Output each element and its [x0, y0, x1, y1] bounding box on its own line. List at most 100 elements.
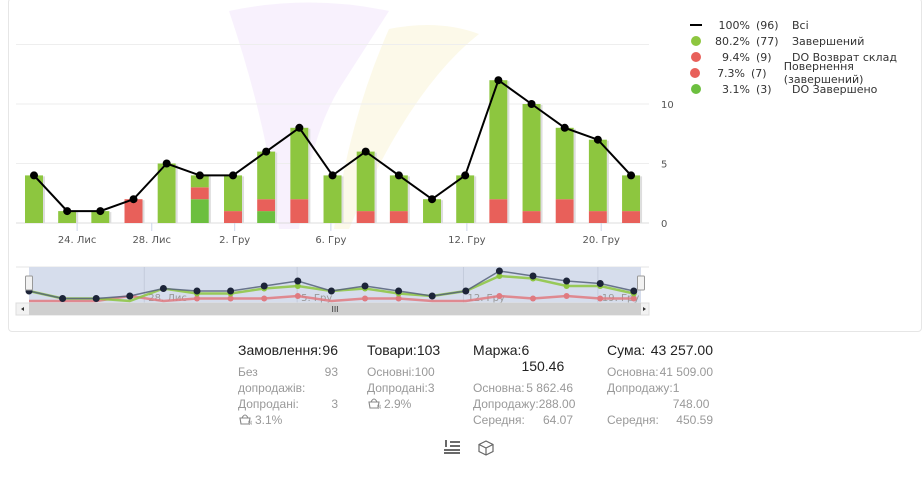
stats-row: Без допродажів: 93 — [238, 364, 338, 396]
legend-item[interactable]: 3.1% (3) DO Завершено — [690, 81, 923, 97]
bar-segment[interactable] — [157, 163, 176, 224]
legend-count: (7) — [751, 66, 767, 80]
bar-shadow — [640, 176, 643, 223]
sales-chart: 0 5 10 24. Лис 28. Лис 2. Гру 6. Гру 12. Гру 20.… — [15, 2, 674, 316]
bar-segment[interactable] — [522, 104, 541, 212]
bar-shadow — [573, 128, 576, 223]
stats-row: Допродажу: 288.00 — [473, 396, 576, 412]
bar-segment[interactable] — [423, 199, 442, 223]
bar-segment[interactable] — [588, 139, 607, 212]
total-point[interactable] — [593, 135, 602, 144]
bar-segment[interactable] — [91, 211, 110, 223]
bar-shadow — [142, 200, 145, 223]
stats-header: Замовлення: 96 — [238, 342, 338, 358]
total-point[interactable] — [30, 171, 38, 180]
bar-segment[interactable] — [257, 211, 276, 223]
total-point[interactable] — [162, 159, 171, 168]
total-point[interactable] — [262, 147, 271, 156]
legend-label: DO Завершено — [792, 82, 878, 96]
legend-count: (96) — [756, 18, 779, 32]
scrollbar-thumb[interactable] — [29, 303, 641, 315]
bar-segment[interactable] — [389, 175, 408, 212]
stats-row-label: Середня: — [607, 413, 659, 427]
total-point[interactable] — [527, 100, 536, 108]
stats-row-value: 93 — [324, 365, 338, 379]
bar-shadow — [474, 176, 477, 223]
navigator-point — [530, 295, 536, 302]
stats-row: Допродані: 3 — [238, 396, 338, 412]
bar-segment[interactable] — [356, 211, 375, 223]
bar-shadow — [374, 152, 377, 223]
navigator-handle[interactable] — [25, 275, 33, 291]
bar-segment[interactable] — [290, 199, 309, 223]
stats-row-label: Основна: — [473, 381, 525, 395]
list-sort-icon[interactable] — [444, 440, 460, 461]
bar-segment[interactable] — [489, 199, 508, 223]
total-point[interactable] — [560, 123, 569, 132]
total-point[interactable] — [428, 195, 437, 204]
bar-segment[interactable] — [190, 199, 209, 223]
bar-segment[interactable] — [25, 175, 43, 223]
scroll-left-arrow[interactable] — [21, 307, 24, 311]
legend-item[interactable]: 100% (96) Всі — [690, 17, 923, 33]
legend-item[interactable]: 7.3% (7) Повернення (завершений) — [690, 60, 923, 86]
total-point[interactable] — [96, 207, 105, 216]
basket-percent-icon: % — [238, 412, 254, 429]
bar-shadow — [341, 176, 344, 223]
chart-card: 0 5 10 24. Лис 28. Лис 2. Гру 6. Гру 12. Гру 20.… — [8, 0, 922, 332]
navigator-point — [126, 292, 134, 300]
total-point[interactable] — [295, 123, 304, 132]
navigator-point — [193, 287, 201, 295]
bar-segment[interactable] — [124, 199, 143, 223]
bar-segment[interactable] — [257, 151, 276, 200]
navigator-point — [563, 283, 570, 289]
total-point[interactable] — [361, 147, 370, 156]
navigator-handle[interactable] — [637, 275, 645, 291]
stats-row-value: 288.00 — [538, 397, 576, 411]
bar-segment[interactable] — [522, 211, 541, 223]
total-point[interactable] — [461, 171, 470, 180]
bar-segment[interactable] — [622, 211, 641, 223]
navigator-point — [260, 282, 268, 290]
total-point[interactable] — [195, 171, 204, 180]
bar-segment[interactable] — [290, 127, 309, 200]
bar-segment[interactable] — [622, 175, 641, 212]
stats-row-value: 450.59 — [676, 413, 713, 427]
bar-segment[interactable] — [356, 151, 375, 212]
stats-row-label: Допродажу: — [473, 397, 539, 411]
stats-row: Основна: 41 509.00 — [607, 364, 713, 380]
y-tick-label: 10 — [661, 100, 674, 111]
legend-count: (77) — [756, 34, 779, 48]
total-point[interactable] — [394, 171, 403, 180]
bar-shadow — [540, 105, 543, 223]
total-point[interactable] — [63, 207, 72, 216]
bar-segment[interactable] — [588, 211, 607, 223]
total-point[interactable] — [129, 195, 138, 204]
navigator-point — [59, 295, 67, 302]
stats-row-value: 41 509.00 — [659, 365, 713, 379]
navigator-point — [563, 293, 570, 299]
scroll-right-arrow[interactable] — [643, 307, 646, 311]
total-point[interactable] — [229, 171, 238, 180]
legend-item[interactable]: 9.4% (9) DO Возврат склад — [690, 49, 923, 65]
bar-segment[interactable] — [323, 175, 342, 223]
bar-segment[interactable] — [190, 187, 209, 200]
bar-segment[interactable] — [555, 199, 574, 223]
total-point[interactable] — [328, 171, 337, 180]
legend-pct: 9.4% — [722, 50, 750, 64]
total-point[interactable] — [627, 171, 636, 180]
box-icon[interactable] — [478, 440, 494, 461]
stats-column: Маржа: 6 150.46 Основна: 5 862.46 Допродажу:… — [473, 342, 576, 428]
bar-segment[interactable] — [489, 80, 508, 200]
bar-segment[interactable] — [224, 175, 243, 212]
total-point[interactable] — [494, 76, 503, 85]
bar-segment[interactable] — [555, 127, 574, 200]
bar-segment[interactable] — [190, 175, 209, 188]
legend-item[interactable]: 80.2% (77) Завершений — [690, 33, 923, 49]
bar-segment[interactable] — [389, 211, 408, 223]
bar-segment[interactable] — [58, 211, 77, 223]
bar-segment[interactable] — [456, 175, 475, 223]
navigator-point — [462, 287, 470, 295]
bar-segment[interactable] — [257, 199, 276, 212]
bar-segment[interactable] — [224, 211, 243, 223]
